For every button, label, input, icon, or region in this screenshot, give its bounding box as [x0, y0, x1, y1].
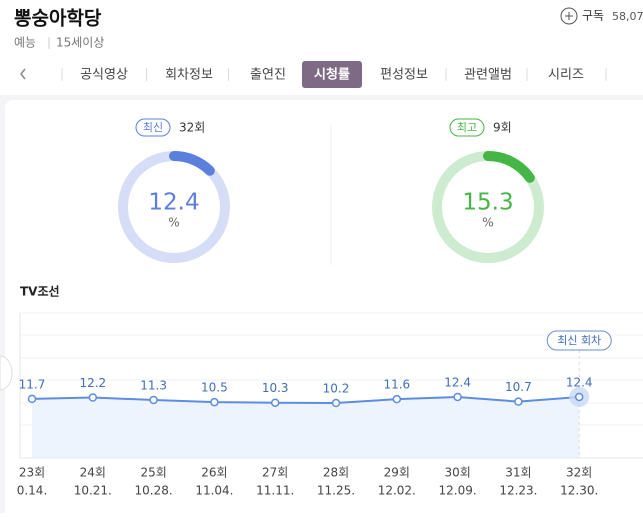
point [514, 397, 523, 406]
date-label: 12.30. [560, 484, 598, 498]
gauge-arc [483, 151, 535, 183]
plus [565, 12, 573, 20]
tab[interactable]: 출연진 [250, 68, 286, 83]
date-label: 10.28. [135, 484, 173, 498]
point [331, 398, 341, 408]
point [574, 392, 584, 402]
tab[interactable]: 관련앨범 [464, 68, 512, 83]
badge [449, 118, 485, 137]
episode-label: 28회 [323, 466, 349, 480]
value-label: 12.4 [444, 375, 471, 389]
tab-prev[interactable] [20, 68, 26, 80]
tab[interactable]: 공식영상 [80, 68, 128, 83]
date-label: 11.11. [256, 484, 294, 498]
gauge-arc [169, 151, 215, 176]
show-title: 뽕숭아학당 [14, 8, 102, 30]
scroll-handle[interactable] [0, 355, 13, 391]
subscribe[interactable]: 구독 [582, 9, 604, 23]
date-label: 12.02. [378, 484, 416, 498]
gauge-unit: % [482, 216, 493, 230]
gauge-unit: % [168, 216, 179, 230]
episode-label: 31회 [505, 466, 531, 480]
episode-label: 24회 [80, 466, 106, 480]
badge [135, 118, 171, 137]
date-label: 10.21. [74, 484, 112, 498]
tab[interactable]: 시리즈 [548, 68, 584, 83]
genre: 예능 [14, 36, 36, 50]
date-label: 12.09. [439, 484, 477, 498]
badge-label: 최고 [457, 121, 477, 134]
value-label: 11.6 [383, 378, 410, 392]
episode-label: 26회 [201, 466, 227, 480]
tab-active-bg [302, 61, 362, 88]
episode-label: 23회 [19, 466, 45, 480]
value-label: 10.2 [323, 382, 350, 396]
line [31, 395, 580, 405]
subscribe-icon[interactable] [560, 7, 578, 25]
gauge-value: 15.3 [462, 190, 513, 216]
value-label: 11.3 [140, 378, 167, 392]
date-label: 11.04. [195, 484, 233, 498]
badge-label: 최신 [143, 121, 163, 134]
value-label: 10.5 [201, 381, 228, 395]
point [270, 398, 280, 407]
value-label: 12.4 [566, 375, 593, 389]
point [88, 393, 98, 402]
episode-label: 29회 [384, 466, 410, 480]
episode-label: 27회 [262, 466, 288, 480]
episode-label: 25회 [140, 466, 166, 480]
area [32, 396, 580, 458]
tab[interactable]: 편성정보 [380, 68, 428, 83]
point [149, 395, 158, 405]
subscriber-count: 58,07 [612, 10, 643, 23]
episode: 9회 [493, 121, 512, 135]
point [453, 392, 462, 402]
annotation: 최신 회차 [557, 334, 601, 347]
value-label: 12.2 [79, 376, 106, 390]
episode-label: 30회 [444, 466, 470, 480]
date-label: 12.23. [499, 484, 537, 498]
episode-label: 32회 [566, 466, 592, 480]
episode: 32회 [179, 121, 205, 135]
annotation-box [546, 330, 612, 351]
value-label: 11.7 [19, 377, 46, 391]
point [210, 397, 219, 407]
age-rating: 15세이상 [56, 36, 104, 50]
tab[interactable]: 시청률 [314, 67, 350, 83]
gauge-value: 12.4 [148, 190, 199, 216]
date-label: 11.25. [317, 484, 355, 498]
point [392, 394, 402, 404]
point [27, 394, 37, 404]
date-label: 0.14. [17, 484, 48, 498]
chart-title: TV조선 [20, 284, 60, 299]
value-label: 10.3 [262, 381, 289, 395]
value-label: 10.7 [505, 380, 532, 394]
tab[interactable]: 회차정보 [165, 68, 213, 83]
